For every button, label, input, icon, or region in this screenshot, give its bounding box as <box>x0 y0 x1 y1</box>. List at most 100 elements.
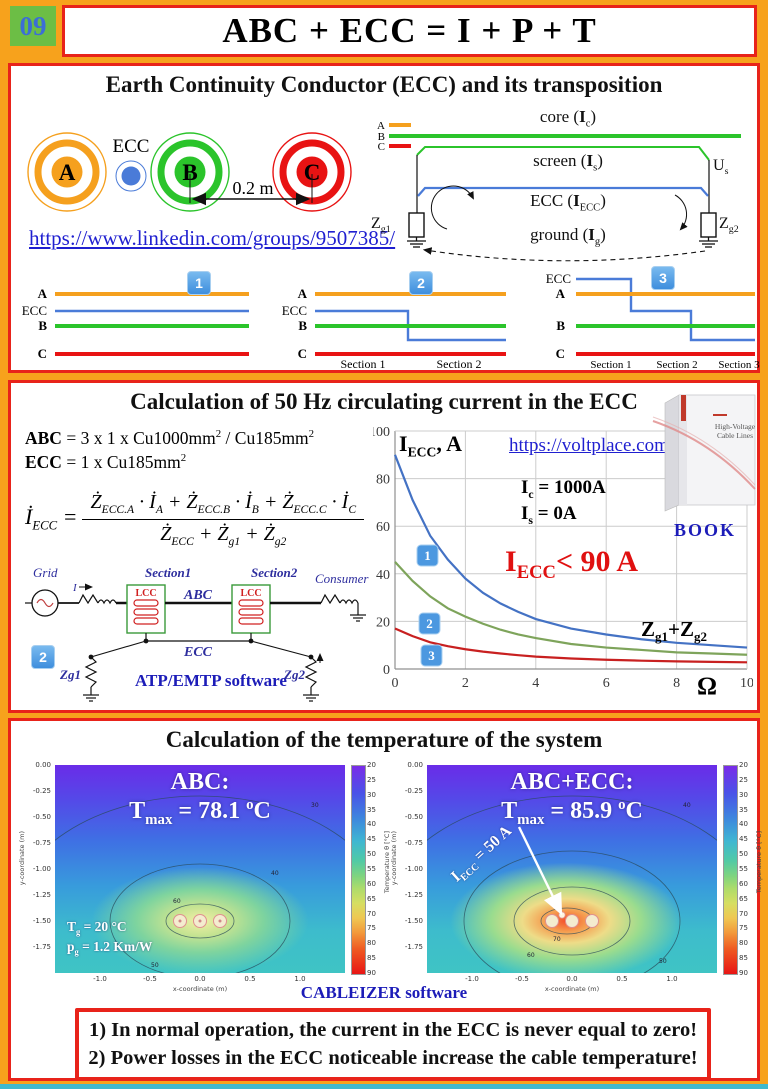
t1-a: A <box>38 286 48 301</box>
section2-title: Calculation of 50 Hz circulating current… <box>130 389 638 414</box>
ecc-label: ECC <box>113 136 150 157</box>
ecc-current-formula: İECC = ŻECC.A · İA + ŻECC.B · İB + ŻECC.… <box>25 491 365 548</box>
linkedin-link[interactable]: https://www.linkedin.com/groups/9507385/ <box>29 226 396 250</box>
legend-b: B <box>378 131 385 143</box>
soil-resistivity-label: pg = 1.2 Km/W <box>67 939 153 957</box>
svg-text:3: 3 <box>428 648 435 663</box>
hm-y-tick: -1.00 <box>404 865 423 873</box>
soil-temp-label: Tg = 20 °C <box>67 919 127 937</box>
heatmap-abc-ecc: 40 50 60 70 ABC+ECC: Tmax = 85.9 oC IECC… <box>390 761 765 999</box>
legend-c: C <box>378 141 385 153</box>
grid-label: Grid <box>33 565 58 580</box>
is-value: Is = 0A <box>521 503 577 527</box>
chart-ylabel: IECC, A <box>399 431 463 460</box>
contour-label-60r: 60 <box>527 952 535 959</box>
hm-y-tick: -1.50 <box>404 917 423 925</box>
zg1-resistor <box>84 656 98 688</box>
contour-label-60: 60 <box>173 898 181 905</box>
contour-label-30: 30 <box>311 802 319 809</box>
zg2-impedance <box>700 212 717 238</box>
hm-x-tick: 1.0 <box>666 975 678 983</box>
consumer-ground <box>350 614 366 622</box>
curve-badge-3: 3 <box>420 644 443 667</box>
hm-y-tick: -0.50 <box>32 813 51 821</box>
heatmap-abc-ylabel: y-coordinate (m) <box>18 831 26 886</box>
hm-y-tick: -1.75 <box>404 943 423 951</box>
conclusion-1: 1) In normal operation, the current in t… <box>88 1019 698 1041</box>
book-graphic: High-Voltage Cable Lines BOOK <box>651 393 759 540</box>
curve-badge-1: 1 <box>416 544 439 567</box>
t3-c: C <box>556 346 565 361</box>
contour-label-70r: 70 <box>553 936 561 943</box>
cable-b: B <box>150 132 230 212</box>
transposition-1: A ECC B C <box>22 286 249 361</box>
source-impedance <box>78 593 99 605</box>
screen-line <box>416 146 710 161</box>
consumer-impedance <box>320 593 341 605</box>
page-title: ABC + ECC = I + P + T <box>222 11 597 50</box>
cable-c: C <box>272 132 352 212</box>
loop-arrow-left <box>430 185 474 230</box>
chart-grid: 0246810020406080100 <box>369 425 754 691</box>
hm-cb-tick: 55 <box>739 865 748 873</box>
bottom-edge-strip <box>0 1084 768 1089</box>
t2-a: A <box>298 286 308 301</box>
page-number-badge: 09 <box>10 6 56 46</box>
badge-option-2: 2 <box>409 271 433 295</box>
hm-cb-tick: 25 <box>739 775 748 784</box>
t3-section3: Section 3 <box>718 359 760 371</box>
t3-section2: Section 2 <box>656 359 697 371</box>
hm-y-tick: -0.75 <box>404 839 423 847</box>
chart-xlabel: Zg1+Zg2 <box>641 617 708 645</box>
voltplace-link[interactable]: https://voltplace.com/ <box>509 435 675 456</box>
heatmap-abc-colorbar <box>351 765 366 975</box>
transposition-3: ECC A B C Section 1 Section 2 Section 3 <box>546 271 760 371</box>
y-tick-label: 40 <box>376 568 390 583</box>
heatmap-abc: 30 40 50 60 ABC: Tmax = 78.1 oC Tg = 20 … <box>18 761 393 999</box>
badge-case-2: 2 <box>31 645 55 669</box>
ecc-pointer-arrow <box>517 826 563 916</box>
zg1-impedance <box>408 212 425 238</box>
curve-badge-2: 2 <box>418 612 441 635</box>
heatmap-ecc-ylabel: y-coordinate (m) <box>390 831 398 886</box>
book-red-curve <box>652 420 756 490</box>
cable-a: A <box>27 132 107 212</box>
spec-ecc: ECC = 1 x Cu185mm2 <box>25 452 187 472</box>
ground-label: ground (Ig) <box>530 225 606 248</box>
hm-x-tick: 0.5 <box>616 975 628 983</box>
hm-y-tick: -1.25 <box>32 891 51 899</box>
consumer-label: Consumer <box>315 571 369 586</box>
zg1-label: Zg1 <box>371 215 391 236</box>
hm-cb-tick: 60 <box>739 879 748 888</box>
conclusions-box: 1) In normal operation, the current in t… <box>75 1008 711 1082</box>
hm-cb-tick: 20 <box>739 761 748 769</box>
heatmap-abc-plot: 30 40 50 60 <box>55 765 345 973</box>
curve-config-2 <box>394 561 748 656</box>
t2-section1: Section 1 <box>341 357 386 371</box>
spacing-dimension: 0.2 m <box>189 174 313 206</box>
formula-numerator: ŻECC.A · İA + ŻECC.B · İB + ŻECC.C · İC <box>82 491 365 520</box>
heatmap-ecc-tmax: Tmax = 85.9 oC <box>501 797 643 828</box>
ground-symbol-right <box>699 237 718 248</box>
hm-cb-tick: 40 <box>367 820 376 829</box>
zg2-resistor <box>304 656 318 688</box>
cable-cross-sections: A ECC B C 0.2 <box>27 132 352 212</box>
contour-label-40: 40 <box>271 870 279 877</box>
t2-section2: Section 2 <box>437 357 482 371</box>
contour-label-50: 50 <box>151 962 159 969</box>
section-circulating-current: Calculation of 50 Hz circulating current… <box>8 380 760 713</box>
line-diagram: A B C <box>363 99 761 271</box>
lcc2-coils <box>238 599 264 625</box>
t3-a: A <box>556 286 566 301</box>
y-tick-label: 0 <box>383 663 390 678</box>
heatmap-abc-xlabel: x-coordinate (m) <box>172 985 228 993</box>
zg2-circuit-label: Zg2 <box>283 667 305 682</box>
hm-y-tick: 0.00 <box>407 761 423 769</box>
hm-cb-tick: 35 <box>739 805 748 814</box>
hm-cb-tick: 85 <box>739 954 748 963</box>
hm-cb-tick: 65 <box>739 894 748 903</box>
hm-cb-tick: 45 <box>739 835 748 844</box>
cable-b-label: B <box>182 160 197 185</box>
hm-cb-tick: 35 <box>367 805 376 814</box>
hm-y-tick: 0.00 <box>35 761 51 769</box>
